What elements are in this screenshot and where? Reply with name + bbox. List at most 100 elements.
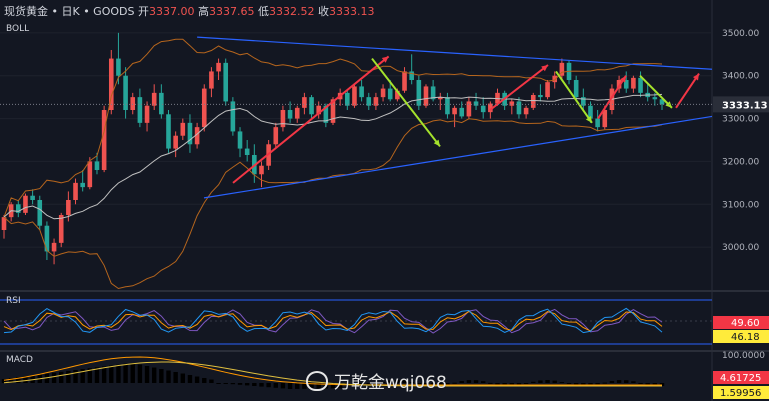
rsi-line-3 bbox=[3, 307, 663, 334]
macd-bar-down bbox=[445, 383, 450, 385]
rsi-label: RSI bbox=[6, 296, 21, 306]
arrow-down-3 bbox=[639, 75, 673, 109]
high-label: 高 bbox=[197, 5, 209, 18]
candle-body bbox=[602, 110, 608, 128]
candle-body bbox=[530, 95, 536, 108]
macd-bar-up bbox=[101, 366, 107, 383]
symbol-label: 现货黄金 • 日K • GOODS bbox=[4, 5, 135, 18]
arrow-down-1-head bbox=[433, 139, 440, 147]
candle-body bbox=[459, 107, 465, 117]
macd-bar-down bbox=[595, 383, 600, 385]
macd-bar-up bbox=[116, 364, 121, 383]
candle-body bbox=[144, 105, 150, 123]
candle-body bbox=[573, 80, 579, 98]
macd-bar-up bbox=[187, 375, 193, 383]
candle-body bbox=[323, 105, 329, 123]
arrow-down-1 bbox=[371, 57, 441, 148]
rsi-value-1: 49.60 bbox=[731, 318, 760, 329]
macd-bar-up bbox=[144, 366, 150, 383]
macd-bar-up bbox=[616, 380, 622, 383]
candle-body bbox=[159, 92, 164, 115]
macd-bar-up bbox=[180, 373, 186, 383]
macd-bar-up bbox=[480, 381, 486, 383]
rsi-value-2: 46.18 bbox=[731, 332, 760, 343]
candle-body bbox=[330, 99, 336, 123]
candle-body bbox=[201, 88, 207, 128]
candle-body bbox=[23, 195, 28, 213]
macd-bar-up bbox=[194, 376, 200, 383]
y-tick-label: 3400.00 bbox=[722, 72, 759, 82]
candle-body bbox=[44, 225, 50, 252]
candle-body bbox=[116, 58, 121, 76]
candle-body bbox=[345, 92, 350, 106]
candle-body bbox=[616, 80, 622, 89]
candle-body bbox=[581, 97, 586, 106]
macd-bar-up bbox=[80, 369, 85, 383]
macd-bar-up bbox=[452, 382, 457, 384]
macd-bar-up bbox=[202, 378, 207, 383]
candle-body bbox=[480, 105, 486, 113]
candle-body bbox=[545, 82, 550, 98]
macd-bar-down bbox=[230, 383, 236, 385]
macd-tag-2 bbox=[713, 386, 769, 399]
candle-body bbox=[552, 75, 558, 83]
arrow-down-2-head bbox=[585, 115, 592, 123]
macd-value-2: 1.59956 bbox=[720, 388, 761, 399]
candle-body bbox=[294, 107, 300, 119]
macd-bar-down bbox=[280, 383, 286, 389]
macd-bar-up bbox=[624, 380, 629, 383]
macd-bar-down bbox=[516, 383, 522, 386]
candle-body bbox=[309, 97, 314, 115]
candle-body bbox=[652, 97, 658, 100]
macd-bar-down bbox=[266, 383, 271, 388]
macd-bar-down bbox=[566, 383, 572, 384]
macd-bar-down bbox=[259, 383, 264, 387]
macd-bar-up bbox=[409, 381, 414, 383]
macd-bar-up bbox=[44, 373, 50, 383]
macd-bar-down bbox=[509, 383, 515, 386]
macd-bar-down bbox=[438, 383, 443, 386]
candle-body bbox=[509, 101, 515, 106]
macd-bar-down bbox=[373, 383, 379, 384]
y-tick-label: 3100.00 bbox=[722, 200, 759, 210]
rsi-tag-2 bbox=[713, 330, 769, 343]
macd-bar-down bbox=[502, 383, 507, 386]
arrow-up-4 bbox=[675, 73, 700, 109]
candle-body bbox=[402, 71, 407, 91]
arrow-up-3 bbox=[597, 75, 627, 120]
candle-body bbox=[395, 90, 400, 100]
candle-body bbox=[108, 58, 114, 110]
macd-bar-up bbox=[87, 368, 93, 383]
candle-body bbox=[638, 77, 643, 93]
arrow-up-3-head bbox=[620, 75, 626, 83]
macd-bar-up bbox=[1, 379, 7, 383]
y-tick-label: 3500.00 bbox=[722, 29, 759, 39]
candle-body bbox=[437, 97, 443, 100]
candle-body bbox=[51, 242, 57, 252]
candle-body bbox=[595, 118, 600, 128]
macd-bar-down bbox=[495, 383, 500, 385]
candle-body bbox=[473, 101, 479, 106]
macd-bar-down bbox=[244, 383, 250, 386]
macd-bar-up bbox=[173, 372, 178, 383]
candle-body bbox=[130, 97, 136, 110]
macd-bar-up bbox=[380, 381, 386, 383]
low-label: 低 bbox=[257, 5, 269, 18]
macd-bar-down bbox=[366, 383, 371, 386]
last-price-tag bbox=[713, 96, 769, 113]
arrow-up-1 bbox=[232, 55, 390, 184]
candle-body bbox=[387, 88, 393, 100]
macd-bar-down bbox=[430, 383, 436, 386]
lower-trendline bbox=[203, 115, 713, 199]
macd-bar-up bbox=[209, 379, 214, 383]
macd-bar-up bbox=[130, 363, 135, 383]
macd-bar-up bbox=[16, 377, 21, 383]
macd-bar-up bbox=[552, 380, 557, 383]
macd-bar-down bbox=[330, 383, 336, 389]
candle-body bbox=[373, 97, 379, 106]
macd-bar-up bbox=[151, 367, 157, 383]
macd-bar-up bbox=[545, 380, 550, 383]
macd-tag-1 bbox=[713, 371, 769, 384]
candle-body bbox=[316, 105, 321, 115]
macd-bar-up bbox=[216, 383, 221, 384]
